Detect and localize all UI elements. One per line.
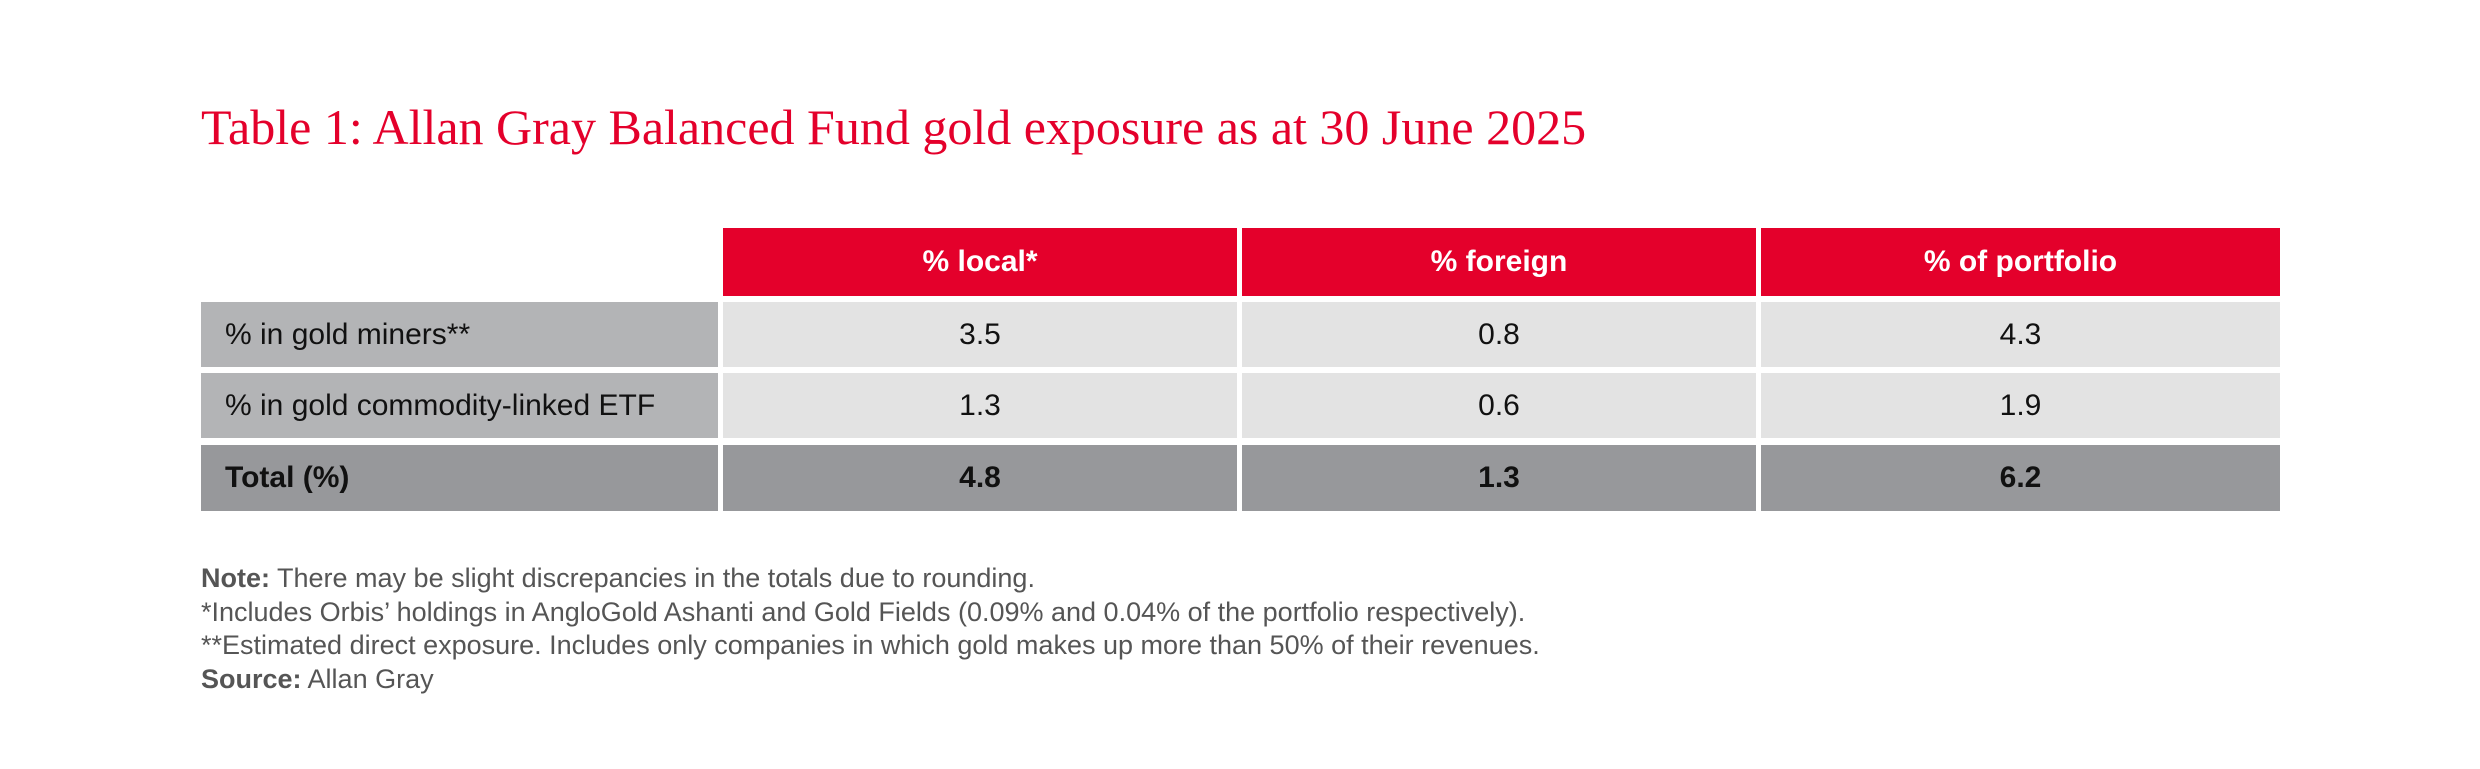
table-cell: 6.2 [1761, 445, 2280, 511]
row-label: Total (%) [201, 445, 718, 511]
table-title: Table 1: Allan Gray Balanced Fund gold e… [201, 99, 1587, 155]
footnote: **Estimated direct exposure. Includes on… [201, 630, 1540, 660]
row-label: % in gold miners** [201, 302, 718, 367]
table-cell: 4.3 [1761, 302, 2280, 367]
note-label: Note: [201, 563, 270, 593]
table-cell: 0.8 [1242, 302, 1756, 367]
note-line: Note: There may be slight discrepancies … [201, 562, 1540, 596]
column-header: % of portfolio [1761, 228, 2280, 296]
column-header: % local* [723, 228, 1237, 296]
table-cell: 3.5 [723, 302, 1237, 367]
notes: Note: There may be slight discrepancies … [201, 562, 1540, 696]
row-label: % in gold commodity-linked ETF [201, 373, 718, 438]
note-text: There may be slight discrepancies in the… [277, 563, 1035, 593]
footnote: *Includes Orbis’ holdings in AngloGold A… [201, 596, 1526, 627]
column-header: % foreign [1242, 228, 1756, 296]
table-cell: 1.3 [723, 373, 1237, 438]
table-cell: 0.6 [1242, 373, 1756, 438]
source-text: Allan Gray [307, 663, 434, 694]
table-cell: 4.8 [723, 445, 1237, 511]
source-line: Source: Allan Gray [201, 663, 1540, 697]
table-cell: 1.9 [1761, 373, 2280, 438]
table-cell: 1.3 [1242, 445, 1756, 511]
source-label: Source: [201, 663, 302, 694]
